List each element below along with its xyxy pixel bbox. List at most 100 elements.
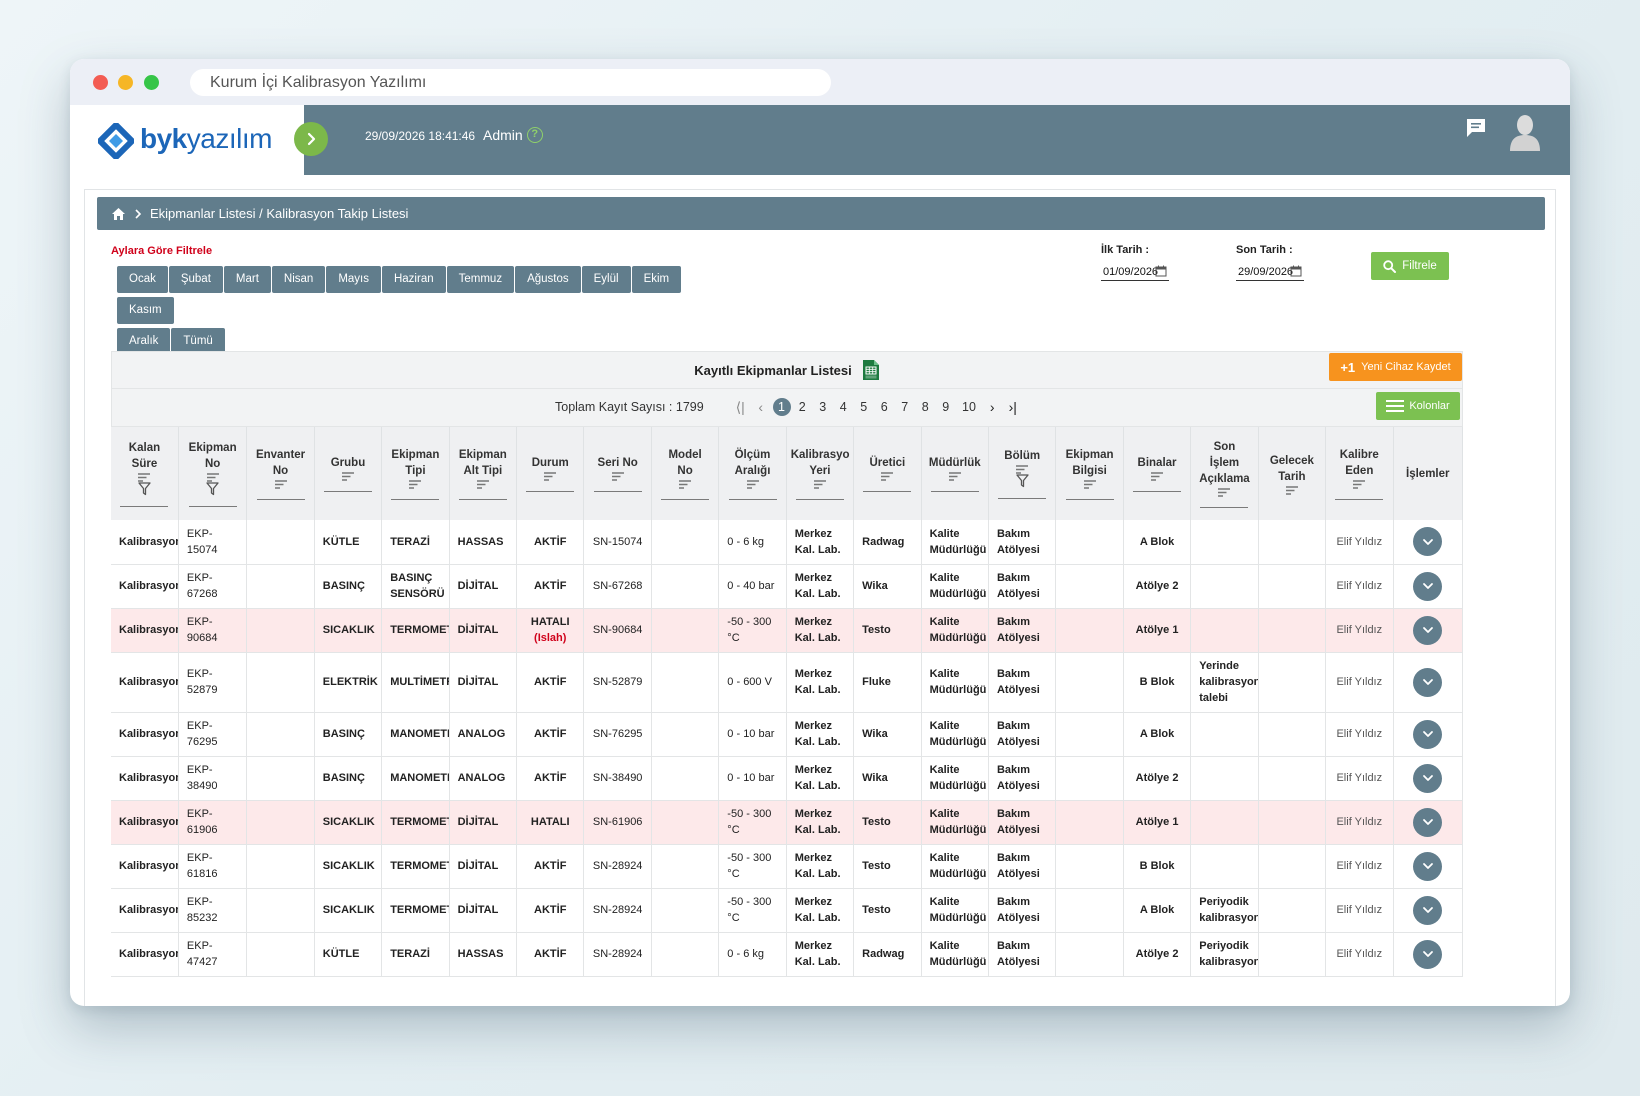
row-actions-button[interactable] <box>1413 719 1443 749</box>
sort-icon[interactable] <box>679 480 692 489</box>
excel-export-icon[interactable] <box>862 359 880 381</box>
filter-funnel-icon[interactable] <box>138 482 151 496</box>
row-actions-button[interactable] <box>1413 571 1443 601</box>
month-button-haziran[interactable]: Haziran <box>381 266 446 293</box>
month-button-subat[interactable]: Şubat <box>168 266 223 293</box>
sort-icon[interactable] <box>1353 480 1366 489</box>
sort-icon[interactable] <box>881 472 894 481</box>
row-actions-button[interactable] <box>1413 939 1443 969</box>
row-actions-button[interactable] <box>1413 615 1443 645</box>
row-actions-button[interactable] <box>1413 667 1443 697</box>
table-row[interactable]: Kalibrasyon EKP- 76295 BASINÇ MANOMETRE A… <box>111 712 1464 757</box>
month-button-agustos[interactable]: Ağustos <box>515 266 581 293</box>
month-button-mayis[interactable]: Mayıs <box>326 266 381 293</box>
page-8[interactable]: 8 <box>921 400 929 414</box>
column-header-olcum-araligi[interactable]: Ölçüm Aralığı <box>718 427 787 520</box>
prev-page-icon[interactable]: ‹ <box>758 399 764 415</box>
sort-icon[interactable] <box>409 480 422 489</box>
page-4[interactable]: 4 <box>839 400 847 414</box>
column-header-son-islem-aciklama[interactable]: Son İşlem Açıklama <box>1190 427 1259 520</box>
sort-icon[interactable] <box>1151 472 1164 481</box>
sort-icon[interactable] <box>341 472 354 481</box>
page-9[interactable]: 9 <box>942 400 950 414</box>
page-10[interactable]: 10 <box>962 400 976 414</box>
month-button-aralik[interactable]: Aralık <box>117 328 171 355</box>
sort-icon[interactable] <box>274 480 287 489</box>
column-header-ekipman-tipi[interactable]: Ekipman Tipi <box>381 427 450 520</box>
sort-icon[interactable] <box>1083 480 1096 489</box>
minimize-window-button[interactable] <box>118 75 133 90</box>
table-row[interactable]: Kalibrasyon EKP- 15074 KÜTLE TERAZİ HASSA… <box>111 520 1464 565</box>
sort-icon[interactable] <box>948 472 961 481</box>
row-actions-button[interactable] <box>1413 763 1443 793</box>
page-1[interactable]: 1 <box>772 398 791 416</box>
table-row[interactable]: Kalibrasyon EKP- 47427 KÜTLE TERAZİ HASSA… <box>111 932 1464 977</box>
column-header-ekipman-alt-tipi[interactable]: Ekipman Alt Tipi <box>449 427 518 520</box>
table-row[interactable]: Kalibrasyon EKP- 85232 SICAKLIK TERMOMETR… <box>111 888 1464 933</box>
column-header-durum[interactable]: Durum <box>516 427 585 520</box>
sort-icon[interactable] <box>476 480 489 489</box>
chat-icon[interactable] <box>1465 117 1487 139</box>
column-header-ekipman-no[interactable]: Ekipman No <box>178 427 248 520</box>
user-avatar-icon[interactable] <box>1508 113 1542 153</box>
sort-icon[interactable] <box>1285 485 1298 495</box>
table-row[interactable]: Kalibrasyon EKP- 38490 BASINÇ MANOMETRE A… <box>111 756 1464 801</box>
month-button-nisan[interactable]: Nisan <box>271 266 326 293</box>
month-button-mart[interactable]: Mart <box>223 266 271 293</box>
column-header-ekipman-bilgisi[interactable]: Ekipman Bilgisi <box>1055 427 1124 520</box>
column-header-binalar[interactable]: Binalar <box>1123 427 1192 520</box>
columns-button[interactable]: Kolonlar <box>1376 392 1460 420</box>
home-icon[interactable] <box>111 207 126 221</box>
month-button-kasim[interactable]: Kasım <box>117 297 174 324</box>
table-row[interactable]: Kalibrasyon EKP- 67268 BASINÇ BASINÇ SENSÖ… <box>111 564 1464 609</box>
row-actions-button[interactable] <box>1413 527 1443 557</box>
page-7[interactable]: 7 <box>901 400 909 414</box>
start-date-input[interactable]: 01/09/2026 <box>1101 263 1169 281</box>
table-row[interactable]: Kalibrasyon EKP- 52879 ELEKTRİK MULTİMETR… <box>111 652 1464 713</box>
month-button-tumu[interactable]: Tümü <box>171 328 225 355</box>
column-header-model-no[interactable]: Model No <box>651 427 720 520</box>
filter-button[interactable]: Filtrele <box>1371 252 1449 280</box>
calendar-icon[interactable] <box>1155 265 1167 277</box>
page-3[interactable]: 3 <box>819 400 827 414</box>
close-window-button[interactable] <box>93 75 108 90</box>
address-bar[interactable]: Kurum İçi Kalibrasyon Yazılımı <box>190 69 831 96</box>
month-button-temmuz[interactable]: Temmuz <box>446 266 515 293</box>
page-6[interactable]: 6 <box>880 400 888 414</box>
column-header-mudurluk[interactable]: Müdürlük <box>921 427 989 520</box>
next-page-icon[interactable]: › <box>989 399 995 415</box>
sort-icon[interactable] <box>138 473 151 482</box>
month-button-eylul[interactable]: Eylül <box>581 266 631 293</box>
column-header-seri-no[interactable]: Seri No <box>583 427 652 520</box>
sort-icon[interactable] <box>611 472 624 481</box>
row-actions-button[interactable] <box>1413 851 1443 881</box>
filter-funnel-icon[interactable] <box>1016 474 1029 488</box>
sort-icon[interactable] <box>1218 488 1231 497</box>
help-icon[interactable]: ? <box>526 127 543 143</box>
column-header-gelecek-tarih[interactable]: Gelecek Tarih <box>1258 427 1327 520</box>
maximize-window-button[interactable] <box>144 75 159 90</box>
month-button-ocak[interactable]: Ocak <box>117 266 168 293</box>
column-header-uretici[interactable]: Üretici <box>853 427 922 520</box>
column-header-grubu[interactable]: Grubu <box>314 427 383 520</box>
first-page-icon[interactable]: ⟨| <box>735 398 745 415</box>
sort-icon[interactable] <box>206 473 219 482</box>
page-5[interactable]: 5 <box>860 400 868 414</box>
column-header-bolum[interactable]: Bölüm <box>988 427 1057 520</box>
column-header-kalibrasyon-yeri[interactable]: Kalibrasyo Yeri <box>786 427 855 520</box>
sort-icon[interactable] <box>1016 465 1029 474</box>
logo[interactable]: bykyazılım <box>70 105 304 175</box>
column-header-kalan-sure[interactable]: Kalan Süre <box>111 427 179 520</box>
sort-icon[interactable] <box>746 480 759 489</box>
sidebar-toggle-button[interactable] <box>294 122 328 156</box>
column-header-envanter-no[interactable]: Envanter No <box>246 427 315 520</box>
row-actions-button[interactable] <box>1413 895 1443 925</box>
table-row[interactable]: Kalibrasyon EKP- 90684 SICAKLIK TERMOMETR… <box>111 608 1464 653</box>
page-2[interactable]: 2 <box>798 400 806 414</box>
sort-icon[interactable] <box>813 480 826 489</box>
end-date-input[interactable]: 29/09/2026 <box>1236 263 1304 281</box>
last-page-icon[interactable]: ›| <box>1008 399 1017 415</box>
new-device-button[interactable]: +1 Yeni Cihaz Kaydet <box>1329 353 1462 381</box>
filter-funnel-icon[interactable] <box>206 482 219 496</box>
column-header-kalibre-eden[interactable]: Kalibre Eden <box>1325 427 1394 520</box>
